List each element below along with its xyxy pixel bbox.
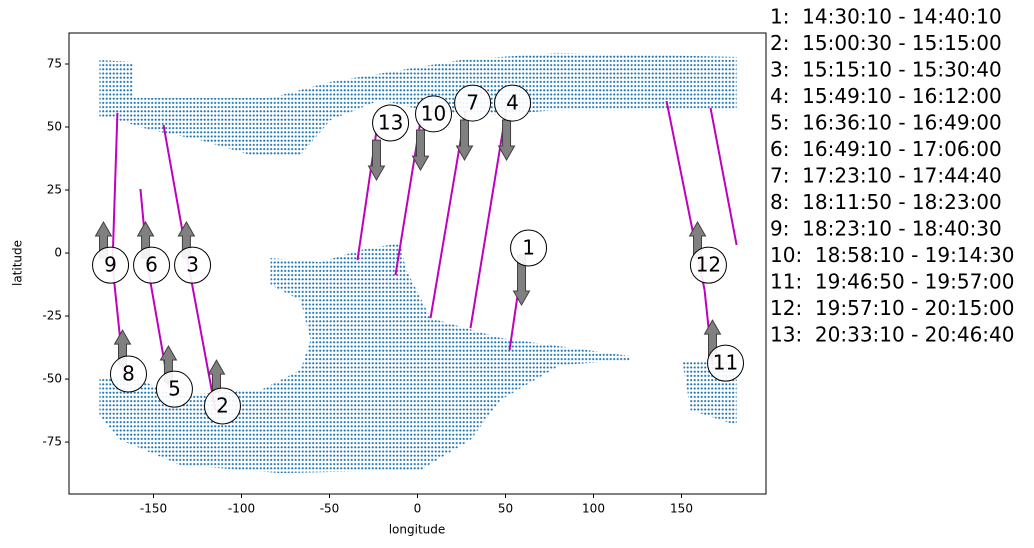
legend-entry: 10: 18:58:10 - 19:14:30 xyxy=(770,243,1014,267)
track-label-circle xyxy=(174,246,212,284)
y-tick-label: -50 xyxy=(42,372,62,386)
track-label: 9 xyxy=(104,253,117,277)
y-tick-label: 75 xyxy=(47,57,62,71)
arrow xyxy=(367,139,386,181)
track xyxy=(469,107,508,329)
legend-entry: 11: 19:46:50 - 19:57:00 xyxy=(770,270,1014,294)
y-tick-label: -75 xyxy=(42,435,62,449)
track-label-circle xyxy=(155,370,193,408)
y-tick-label: 50 xyxy=(47,120,62,134)
x-tick-label: 0 xyxy=(414,502,422,516)
track-label-circle xyxy=(494,84,532,122)
track xyxy=(187,264,217,411)
y-tick-label: 25 xyxy=(47,183,62,197)
track-label: 6 xyxy=(145,253,158,277)
x-tick-label: -150 xyxy=(140,502,167,516)
track-label-circle xyxy=(92,246,130,284)
legend-entry: 8: 18:11:50 - 18:23:00 xyxy=(770,190,1002,214)
legend-entry: 13: 20:33:10 - 20:46:40 xyxy=(770,323,1014,347)
x-tick-label: -100 xyxy=(228,502,255,516)
legend-entry: 9: 18:23:10 - 18:40:30 xyxy=(770,217,1002,241)
x-tick-label: -50 xyxy=(320,502,340,516)
legend-entry: 7: 17:23:10 - 17:44:40 xyxy=(770,164,1002,188)
track-label: 13 xyxy=(378,110,403,134)
y-tick-label: 0 xyxy=(54,246,62,260)
track-label: 1 xyxy=(522,235,535,259)
track-label: 5 xyxy=(168,377,181,401)
arrow xyxy=(455,119,474,162)
track-label-circle xyxy=(707,344,745,382)
y-axis-label: latitude xyxy=(11,240,25,286)
track-label: 2 xyxy=(216,394,229,418)
track-label-circle xyxy=(510,229,548,267)
track-label-circle xyxy=(689,246,727,284)
track-label: 3 xyxy=(186,253,199,277)
x-axis-label: longitude xyxy=(389,523,446,537)
legend-entry: 3: 15:15:10 - 15:30:40 xyxy=(770,58,1002,82)
x-tick-label: 50 xyxy=(498,502,513,516)
track xyxy=(111,112,119,266)
legend-entry: 4: 15:49:10 - 16:12:00 xyxy=(770,84,1002,108)
arrow xyxy=(497,119,516,162)
y-tick-label: -25 xyxy=(42,309,62,323)
track-label-circle xyxy=(372,104,410,142)
track-label: 8 xyxy=(122,362,135,386)
track-label: 12 xyxy=(696,253,721,277)
legend-entry: 5: 16:36:10 - 16:49:00 xyxy=(770,111,1002,135)
x-tick-label: 150 xyxy=(670,502,693,516)
track-label-circle xyxy=(415,95,453,133)
x-tick-label: 100 xyxy=(582,502,605,516)
track-label-circle xyxy=(203,387,241,425)
track-label-circle xyxy=(454,84,492,122)
track-label: 7 xyxy=(466,91,479,115)
legend-entry: 12: 19:57:10 - 20:15:00 xyxy=(770,296,1014,320)
legend-entry: 2: 15:00:30 - 15:15:00 xyxy=(770,31,1002,55)
legend-entry: 1: 14:30:10 - 14:40:10 xyxy=(770,5,1002,29)
track-label: 4 xyxy=(506,91,519,115)
track-label-circle xyxy=(109,355,147,393)
track-label: 11 xyxy=(713,351,738,375)
legend-entry: 6: 16:49:10 - 17:06:00 xyxy=(770,137,1002,161)
track-label: 10 xyxy=(421,101,446,125)
arrow xyxy=(411,129,430,172)
track-label-circle xyxy=(133,246,171,284)
